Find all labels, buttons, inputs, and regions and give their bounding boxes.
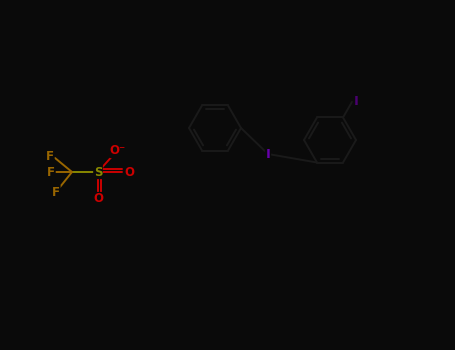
Text: F: F <box>52 186 60 198</box>
Text: O: O <box>124 166 134 178</box>
Text: F: F <box>46 150 54 163</box>
Text: O⁻: O⁻ <box>110 145 126 158</box>
Text: S: S <box>94 166 102 178</box>
Text: F: F <box>47 166 55 178</box>
Text: I: I <box>354 96 359 108</box>
Text: O: O <box>93 193 103 205</box>
Text: I: I <box>266 147 270 161</box>
